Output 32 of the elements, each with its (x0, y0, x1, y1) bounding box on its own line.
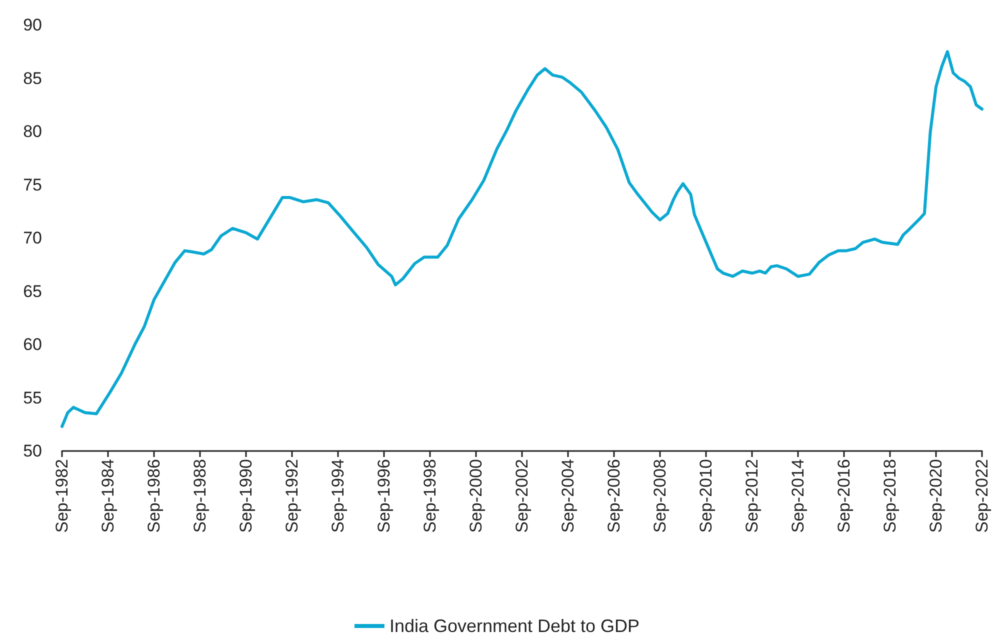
x-tick-label: Sep-2002 (512, 459, 532, 533)
x-tick-label: Sep-2016 (834, 459, 854, 533)
y-tick-label: 50 (23, 442, 42, 460)
x-tick-label: Sep-2022 (972, 459, 992, 533)
x-tick-label: Sep-1998 (420, 459, 440, 533)
x-tick-label: Sep-2006 (604, 459, 624, 533)
x-tick-label: Sep-2010 (696, 459, 716, 533)
y-tick-label: 75 (23, 175, 42, 194)
x-tick-label: Sep-2020 (926, 459, 946, 533)
y-tick-label: 70 (23, 228, 42, 248)
x-tick-label: Sep-1988 (190, 459, 210, 533)
y-tick-label: 55 (23, 388, 42, 408)
x-tick-label: Sep-1994 (328, 459, 348, 533)
x-tick-label: Sep-1982 (52, 459, 72, 533)
x-tick-label: Sep-2004 (558, 459, 578, 533)
y-tick-label: 80 (23, 122, 42, 141)
x-tick-label: Sep-1992 (282, 459, 302, 533)
line-series (60, 50, 984, 428)
x-tick-label: Sep-2000 (466, 459, 486, 533)
x-tick-label: Sep-1996 (374, 459, 394, 533)
x-tick-label: Sep-2018 (880, 459, 900, 533)
legend-label: India Government Debt to GDP (389, 616, 640, 636)
y-tick-label: 60 (23, 335, 42, 354)
x-tick-label: Sep-1984 (98, 459, 118, 533)
y-tick-label: 90 (23, 16, 42, 34)
y-tick-label: 85 (23, 68, 42, 88)
y-tick-label: 65 (23, 282, 42, 301)
x-tick-label: Sep-2008 (650, 459, 670, 533)
x-tick-label: Sep-2012 (742, 459, 762, 533)
x-tick-label: Sep-2014 (788, 459, 808, 533)
x-tick-label: Sep-1990 (236, 459, 256, 533)
x-tick-label: Sep-1986 (144, 459, 164, 533)
